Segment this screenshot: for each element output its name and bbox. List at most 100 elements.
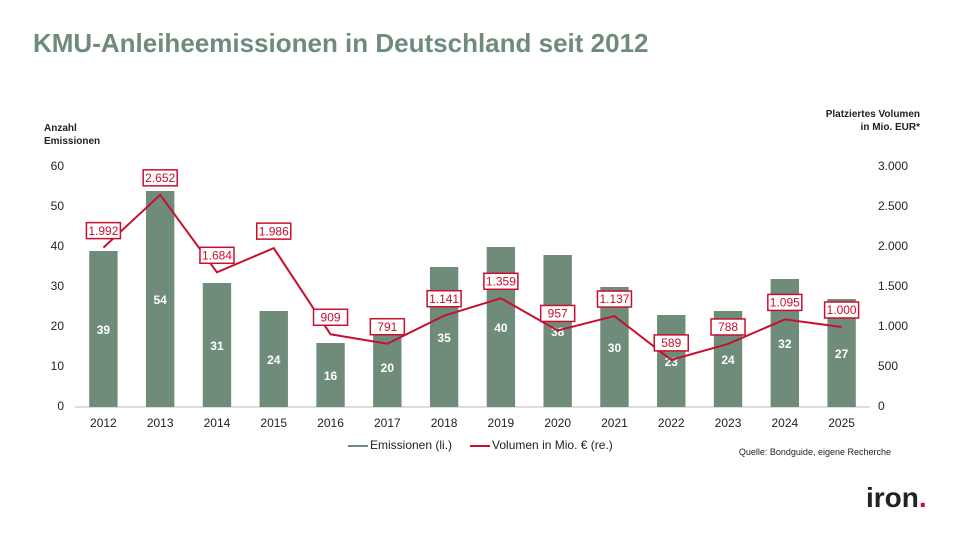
x-tick-label: 2014 (204, 416, 231, 430)
bar-value-label: 39 (97, 323, 111, 337)
x-tick-label: 2025 (828, 416, 855, 430)
bar-value-label: 35 (437, 331, 451, 345)
data-label-box (823, 301, 860, 319)
y2-tick-label: 1.500 (878, 279, 908, 293)
data-label-text: 1.684 (202, 248, 232, 262)
data-label-box (312, 308, 349, 327)
bar-value-label: 30 (608, 341, 622, 355)
bar (202, 283, 232, 407)
data-label: 1.000 (823, 301, 860, 319)
data-label: 1.684 (199, 246, 235, 265)
y2-tick-label: 1.000 (878, 319, 908, 333)
data-label-box (142, 169, 178, 187)
data-label-text: 1.359 (486, 274, 516, 288)
y-tick-label: 10 (51, 359, 65, 373)
data-label-box (483, 272, 519, 291)
source: Quelle: Bondguide, eigene Recherche (738, 447, 891, 457)
data-label-box (539, 304, 576, 323)
data-label-box (767, 293, 803, 312)
bar-value-label: 40 (494, 321, 508, 335)
x-tick-label: 2020 (544, 416, 571, 430)
x-tick-label: 2021 (601, 416, 628, 430)
y2-tick-label: 0 (878, 399, 885, 413)
data-label: 957 (539, 304, 576, 323)
x-tick-label: 2024 (771, 416, 798, 430)
bar-value-label: 16 (324, 369, 338, 383)
x-tick-label: 2013 (147, 416, 174, 430)
y-axis-title: Anzahl Emissionen (44, 123, 101, 147)
data-label: 1.141 (426, 289, 462, 308)
bar (259, 311, 288, 407)
data-label: 909 (312, 308, 349, 327)
logo-dot: . (918, 482, 927, 513)
y2-axis-title: Platziertes Volumen in Mio. EUR* (825, 109, 920, 133)
data-label-text: 2.652 (145, 171, 175, 185)
y-tick-label: 20 (51, 319, 65, 333)
bar-value-label: 24 (721, 353, 735, 367)
data-label-text: 1.986 (259, 224, 289, 238)
y2-tick-label: 500 (878, 359, 898, 373)
data-label-text: 589 (661, 336, 681, 350)
bar (316, 343, 345, 407)
data-label-box (426, 289, 462, 308)
bar-value-label: 27 (835, 347, 849, 361)
line (102, 193, 842, 361)
title: KMU-Anleiheemissionen in Deutschland sei… (33, 28, 649, 58)
data-label-text: 1.992 (88, 224, 118, 238)
data-label-text: 957 (548, 307, 568, 321)
legend-label: Volumen in Mio. € (re.) (492, 438, 613, 452)
x-tick-label: 2012 (90, 416, 117, 430)
bar-value-label: 32 (778, 337, 792, 351)
data-label-box (256, 222, 292, 240)
bar-value-label: 31 (210, 339, 224, 353)
bar-value-label: 20 (381, 361, 395, 375)
data-label-text: 791 (377, 320, 397, 334)
y-tick-label: 60 (51, 159, 65, 173)
data-label-text: 1.000 (827, 303, 857, 317)
data-label-text: 1.095 (770, 296, 800, 310)
data-label: 1.359 (483, 272, 519, 291)
data-label-box (653, 334, 689, 352)
x-tick-label: 2018 (431, 416, 458, 430)
data-label-box (710, 318, 746, 336)
x-tick-label: 2019 (488, 416, 515, 430)
bar-value-label: 24 (267, 353, 281, 367)
data-label-box (199, 246, 235, 265)
data-label: 1.986 (256, 222, 292, 240)
x-tick-label: 2022 (658, 416, 685, 430)
y2-tick-label: 3.000 (878, 159, 908, 173)
data-label: 1.095 (767, 293, 803, 312)
y-tick-label: 0 (57, 399, 64, 413)
y-tick-label: 30 (51, 279, 65, 293)
data-label-text: 909 (321, 310, 341, 324)
data-label-text: 1.137 (599, 292, 629, 306)
data-label: 2.652 (142, 169, 178, 187)
data-label: 791 (369, 317, 406, 336)
data-label-box (85, 221, 122, 240)
y2-tick-label: 2.000 (878, 239, 908, 253)
bar-value-label: 54 (153, 293, 167, 307)
data-label: 1.992 (85, 221, 122, 240)
x-tick-label: 2016 (317, 416, 344, 430)
data-label-box (596, 290, 633, 308)
bar (373, 327, 402, 407)
legend-label: Emissionen (li.) (370, 438, 452, 452)
x-tick-label: 2017 (374, 416, 401, 430)
bar (657, 315, 686, 407)
x-tick-label: 2023 (715, 416, 742, 430)
logo: iron. (866, 482, 927, 513)
data-label-text: 788 (718, 320, 738, 334)
data-label-text: 1.141 (429, 292, 459, 306)
y2-tick-label: 2.500 (878, 199, 908, 213)
bar (89, 251, 118, 407)
y-tick-label: 50 (51, 199, 65, 213)
y-tick-label: 40 (51, 239, 65, 253)
data-label: 788 (710, 318, 746, 336)
data-label: 1.137 (596, 290, 633, 308)
bar (145, 191, 175, 407)
data-label-box (369, 317, 406, 336)
data-label: 589 (653, 334, 689, 352)
x-tick-label: 2015 (260, 416, 287, 430)
